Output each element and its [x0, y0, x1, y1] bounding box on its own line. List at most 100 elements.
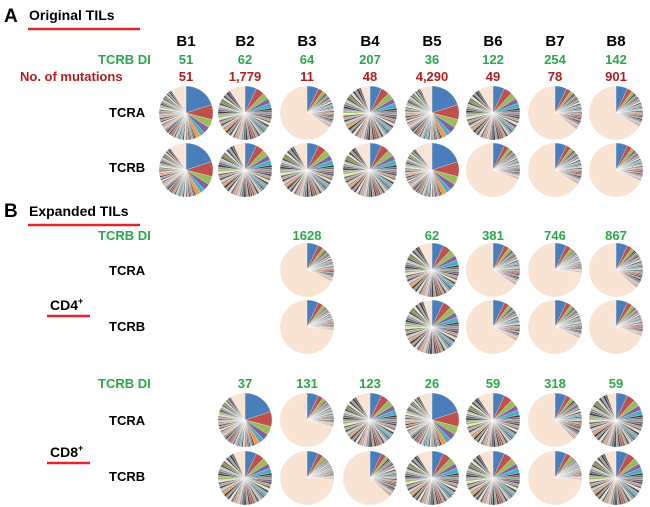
mutations-b8: 901: [605, 69, 627, 84]
cd8-tcra-pie-row-pie-3: [279, 392, 335, 448]
panel-a-tcra-pie-row: [158, 85, 644, 141]
cd4-tcra-pie-row-pie-7: [527, 242, 583, 298]
panel-a-mutations-label: No. of mutations: [20, 69, 123, 84]
col-header-b6: B6: [483, 33, 502, 50]
pie-slice: [414, 142, 433, 171]
col-header-b4: B4: [360, 33, 380, 50]
tcrb-di-b6: 122: [482, 52, 504, 67]
panel-b-letter: B: [4, 201, 18, 222]
pie-slice: [419, 392, 433, 421]
cd4-tcrb-pie-row: [279, 299, 644, 355]
cd4-tcrb-di-b5: 62: [425, 228, 439, 243]
cd4-tcrb-pie-row-pie-5: [404, 299, 460, 355]
pie-slice: [479, 450, 494, 479]
pie-slice: [588, 299, 642, 355]
cd8-tcrb-pie-row-pie-3: [279, 450, 335, 506]
col-header-b3: B3: [297, 33, 316, 50]
col-header-b2: B2: [235, 33, 254, 50]
pie-slice: [169, 142, 187, 171]
pie-slice: [233, 142, 246, 171]
pie-slice: [418, 242, 433, 271]
panel-a-tcra-pie-row-pie-1: [158, 85, 214, 141]
cd8-tcrb-pie-row-pie-7: [527, 450, 583, 506]
panel-a-tcrb-pie-row-pie-5: [404, 142, 460, 198]
panel-a-tcra-pie-row-pie-7: [527, 85, 583, 141]
panel-a-tcrb-di-label: TCRB DI: [98, 52, 151, 67]
pie-slice: [355, 142, 371, 171]
cd4-tcra-pie-row-pie-3: [279, 242, 335, 298]
panel-a-mutation-values: 51 1,779 11 48 4,290 49 78 901: [179, 69, 627, 84]
cd8-tcrb-pie-row-pie-4: [342, 450, 398, 506]
panel-a-tcra-pie-row-pie-4: [342, 85, 398, 141]
tcrb-di-b4: 207: [359, 52, 381, 67]
cd4-tcrb-pie-row-pie-3: [279, 299, 335, 355]
mutations-b7: 78: [548, 69, 562, 84]
panel-a-tcra-label: TCRA: [109, 105, 146, 120]
pie-slice: [293, 142, 308, 171]
tcrb-di-b8: 142: [605, 52, 627, 67]
cd8-tcra-pie-row-pie-4: [342, 392, 398, 448]
cd4-superscript: +: [78, 296, 83, 306]
cd8-superscript: +: [78, 443, 83, 453]
pie-slice: [417, 450, 433, 479]
cd8-tcra-pie-row-pie-8: [588, 392, 644, 448]
cd4-label-text: CD4: [50, 297, 78, 313]
pie-slice: [279, 299, 334, 355]
pie-slice: [279, 85, 331, 141]
cd8-tcrb-di-b4: 123: [359, 376, 381, 391]
cd8-tcrb-label: TCRB: [109, 469, 145, 484]
mutations-b5: 4,290: [416, 69, 449, 84]
pie-slice: [342, 450, 391, 506]
tcrb-di-b5: 36: [425, 52, 439, 67]
cd8-tcrb-pie-row-pie-6: [465, 450, 521, 506]
mutations-b1: 51: [179, 69, 193, 84]
cd8-group-label: CD8+: [50, 443, 83, 460]
panel-b-title: Expanded TILs: [29, 203, 129, 219]
cd8-tcra-pie-row-pie-7: [527, 392, 583, 448]
mutations-b2: 1,779: [229, 69, 262, 84]
pie-slice: [279, 242, 332, 298]
panel-a-tcrb-pie-row: [158, 142, 644, 198]
col-header-b5: B5: [422, 33, 441, 50]
col-header-b8: B8: [606, 33, 625, 50]
cd8-tcrb-pie-row-pie-5: [404, 450, 460, 506]
tcrb-di-b1: 51: [179, 52, 193, 67]
mutations-b3: 11: [300, 69, 314, 84]
pie-slice: [527, 85, 577, 141]
mutations-b6: 49: [486, 69, 500, 84]
panel-a-tcrb-pie-row-pie-1: [158, 142, 214, 198]
pie-slice: [604, 450, 617, 479]
cd8-tcra-pie-row-pie-5: [404, 392, 460, 448]
cd4-tcrb-pie-row-pie-6: [465, 299, 521, 355]
pie-slice: [527, 142, 579, 198]
panel-a-tcrb-label: TCRB: [109, 160, 145, 175]
panel-a-tcrb-pie-row-pie-3: [279, 142, 335, 198]
panel-a-tcra-pie-row-pie-6: [465, 85, 521, 141]
cd8-tcra-pie-row-pie-6: [465, 392, 521, 448]
panel-a-title: Original TILs: [29, 7, 115, 23]
cd4-tcrb-di-label: TCRB DI: [98, 228, 151, 243]
col-header-b1: B1: [176, 33, 195, 50]
pie-slice: [279, 450, 335, 506]
pie-slice: [171, 85, 187, 114]
cd4-tcrb-pie-row-pie-7: [527, 299, 583, 355]
cd8-tcra-pie-row: [217, 392, 644, 448]
cd8-tcrb-di-b7: 318: [544, 376, 566, 391]
pie-slice: [527, 392, 575, 448]
panel-a-tcrb-pie-row-pie-6: [465, 142, 521, 198]
cd4-group-label: CD4+: [50, 296, 83, 313]
cd8-tcrb-di-b6: 59: [486, 376, 500, 391]
pie-slice: [230, 392, 246, 421]
pie-slice: [355, 392, 371, 421]
cd4-tcrb-di-b6: 381: [482, 228, 504, 243]
col-header-b7: B7: [545, 33, 564, 50]
tcrb-di-b2: 62: [238, 52, 252, 67]
cd4-tcrb-label: TCRB: [109, 319, 145, 334]
pie-slice: [527, 299, 580, 355]
cd4-tcra-pie-row-pie-8: [588, 242, 644, 298]
cd4-tcrb-di-b8: 867: [605, 228, 627, 243]
pie-slice: [420, 85, 433, 114]
cd8-tcrb-di-b5: 26: [425, 376, 439, 391]
pie-slice: [606, 392, 617, 421]
pie-slice: [360, 85, 371, 114]
